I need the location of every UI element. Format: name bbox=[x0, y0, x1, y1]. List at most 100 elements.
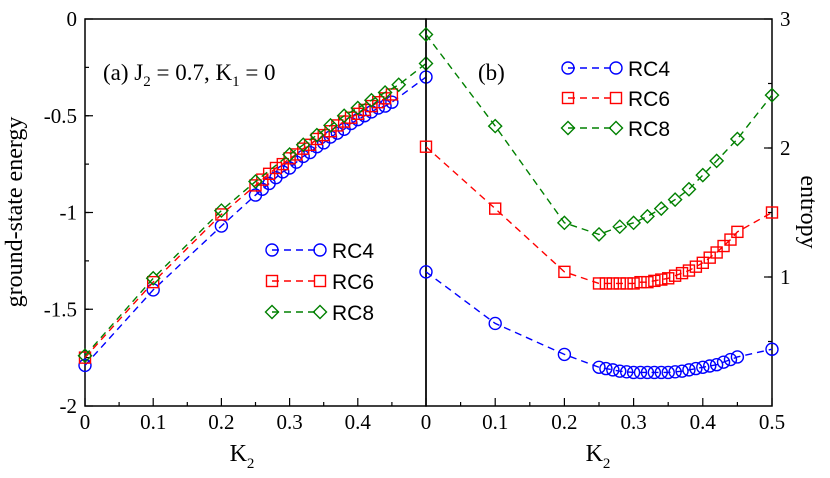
panel-b-rc4-point bbox=[626, 365, 641, 380]
panel-b-annotation: (b) bbox=[478, 60, 505, 85]
panel-b-rc4-point bbox=[557, 347, 572, 362]
panel-b-rc4-point bbox=[619, 365, 634, 379]
panel-b-rc8-point bbox=[681, 181, 697, 197]
panel-a-rc6-point bbox=[331, 119, 344, 132]
panel-a-rc8-point bbox=[391, 77, 407, 93]
panel-b-rc6-point bbox=[634, 275, 647, 289]
panel-a-rc6-point bbox=[351, 107, 364, 121]
panel-a-rc8-point bbox=[363, 92, 379, 108]
panel-a-xtick-label: 0.4 bbox=[345, 410, 372, 434]
panel-b-xtick-label: 0.4 bbox=[690, 410, 717, 434]
panel-b-rc6-point bbox=[558, 265, 571, 279]
panel-a: 0 0.1 0.2 0.3 0.4 -2 -1.5 -1 -0.5 0 (a) J2 = 0.7,… bbox=[2, 7, 434, 472]
panel-b-rc6-point bbox=[682, 264, 696, 277]
panel-a-rc8-point bbox=[323, 117, 339, 133]
panel-a-rc8-point bbox=[77, 348, 93, 364]
panel-b-xlabel: K2 bbox=[586, 441, 611, 472]
panel-b-legend-rc4-marker bbox=[609, 61, 623, 75]
panel-a-legend: RC4 RC6 RC8 bbox=[264, 240, 374, 325]
panel-b-rc6-point bbox=[620, 277, 633, 290]
panel-a-rc4-point bbox=[378, 99, 392, 113]
panel-b-rc8-point bbox=[667, 192, 683, 208]
panel-b-rc6-point bbox=[668, 269, 682, 282]
panel-b-legend-rc4-label: RC4 bbox=[628, 58, 670, 81]
panel-a-legend-rc8-marker bbox=[312, 304, 328, 320]
panel-a-legend-rc6-marker bbox=[265, 274, 279, 288]
panel-b-rc4-point bbox=[633, 365, 648, 380]
panel-a-ytick-label: -0.5 bbox=[44, 104, 77, 128]
panel-b-ytick-label: 3 bbox=[780, 7, 791, 31]
panel-b-rc8-point bbox=[487, 118, 503, 134]
panel-b-rc6-point bbox=[655, 273, 668, 286]
panel-a-rc4-line bbox=[84, 76, 427, 366]
panel-b-rc4-point bbox=[488, 316, 502, 331]
panel-b-xtick-label: 0.1 bbox=[482, 410, 508, 434]
panel-a-rc8-point bbox=[213, 203, 229, 219]
panel-a-rc4-point bbox=[385, 95, 399, 109]
panel-b-rc6-point bbox=[606, 277, 620, 290]
panel-a-rc4-point bbox=[276, 165, 290, 179]
panel-b-rc8-point bbox=[729, 131, 745, 147]
panel-a-rc6-point bbox=[297, 142, 310, 155]
panel-a-rc8-point bbox=[309, 127, 325, 143]
panel-b-rc6-point bbox=[599, 277, 613, 290]
panel-b-xtick-label: 0.3 bbox=[620, 410, 646, 434]
panel-a-rc8-point bbox=[295, 137, 311, 153]
panel-b-rc6-point bbox=[613, 277, 626, 290]
panel-b-rc4-point bbox=[703, 359, 717, 373]
panel-b-rc8-point bbox=[764, 87, 780, 103]
panel-b-rc4-line bbox=[425, 271, 773, 374]
panel-b-rc6-point bbox=[731, 225, 744, 239]
panel-b-ylabel: entropy bbox=[795, 175, 821, 248]
panel-b-rc6-point bbox=[648, 274, 661, 288]
panel-b-rc4-point bbox=[668, 365, 682, 379]
panel-b-legend-rc4-marker bbox=[561, 61, 575, 75]
panel-b-rc6-point bbox=[627, 277, 640, 290]
panel-a-ytick-label: -1.5 bbox=[44, 297, 77, 321]
panel-b-legend-rc8-label: RC8 bbox=[628, 118, 670, 141]
panel-b-rc4-point bbox=[696, 360, 710, 374]
panel-a-ytick-label: -1 bbox=[60, 201, 78, 225]
panel-b-rc8-point bbox=[695, 167, 711, 183]
panel-b-rc4-point bbox=[613, 364, 627, 378]
panel-a-xtick-label: 0 bbox=[80, 410, 91, 434]
panel-b-rc4-point bbox=[419, 265, 433, 279]
panel-b-rc8-point bbox=[556, 215, 572, 231]
panel-a-annotation: (a) J2 = 0.7, K1 = 0 bbox=[103, 60, 276, 90]
panel-a-rc6-point bbox=[146, 275, 160, 289]
panel-b-legend-rc8-marker bbox=[608, 120, 624, 136]
panel-b-rc8-point bbox=[591, 226, 607, 242]
panel-b-rc6-point bbox=[662, 272, 675, 285]
panel-b-rc4-point bbox=[689, 361, 703, 376]
panel-b-rc8-point bbox=[626, 215, 642, 231]
panel-b-rc8-point bbox=[639, 208, 655, 224]
panel-a-xtick-label: 0.1 bbox=[140, 410, 166, 434]
panel-a-legend-rc6-label: RC6 bbox=[332, 271, 374, 294]
panel-b-rc4-point bbox=[654, 365, 668, 380]
panel-b-rc4-point bbox=[647, 365, 662, 380]
panel-b-rc8-line bbox=[425, 34, 773, 236]
panel-a-legend-rc8-marker bbox=[264, 304, 280, 320]
panel-b-xtick-label: 0.5 bbox=[759, 410, 785, 434]
panel-b-rc6-point bbox=[419, 140, 433, 153]
panel-b-rc4-point bbox=[765, 342, 779, 356]
panel-b-legend-rc8-marker bbox=[560, 120, 576, 136]
panel-b-rc4-point bbox=[661, 365, 675, 380]
panel-a-rc8-point bbox=[336, 108, 352, 124]
panel-a-rc8-point bbox=[282, 146, 298, 162]
panel-b-rc4-point bbox=[730, 350, 745, 364]
panel-b-legend-rc6-marker bbox=[609, 91, 623, 105]
panel-a-legend-rc4-marker bbox=[265, 243, 279, 257]
panel-b-rc6-point bbox=[689, 260, 703, 273]
panel-a-rc6-point bbox=[269, 161, 283, 175]
panel-b-rc6-point bbox=[724, 233, 737, 246]
panel-b-xtick-label: 0.2 bbox=[551, 410, 577, 434]
panel-b-rc4-point bbox=[640, 365, 655, 380]
panel-a-rc8-point bbox=[145, 270, 161, 286]
panel-a-ylabel: ground-state energy bbox=[2, 117, 28, 308]
panel-b-rc4-point bbox=[716, 355, 731, 369]
panel-b-rc8-point bbox=[709, 153, 725, 169]
panel-b-rc4-point bbox=[592, 360, 606, 374]
panel-b-rc6-point bbox=[641, 275, 654, 289]
panel-a-rc8-line bbox=[84, 62, 427, 357]
